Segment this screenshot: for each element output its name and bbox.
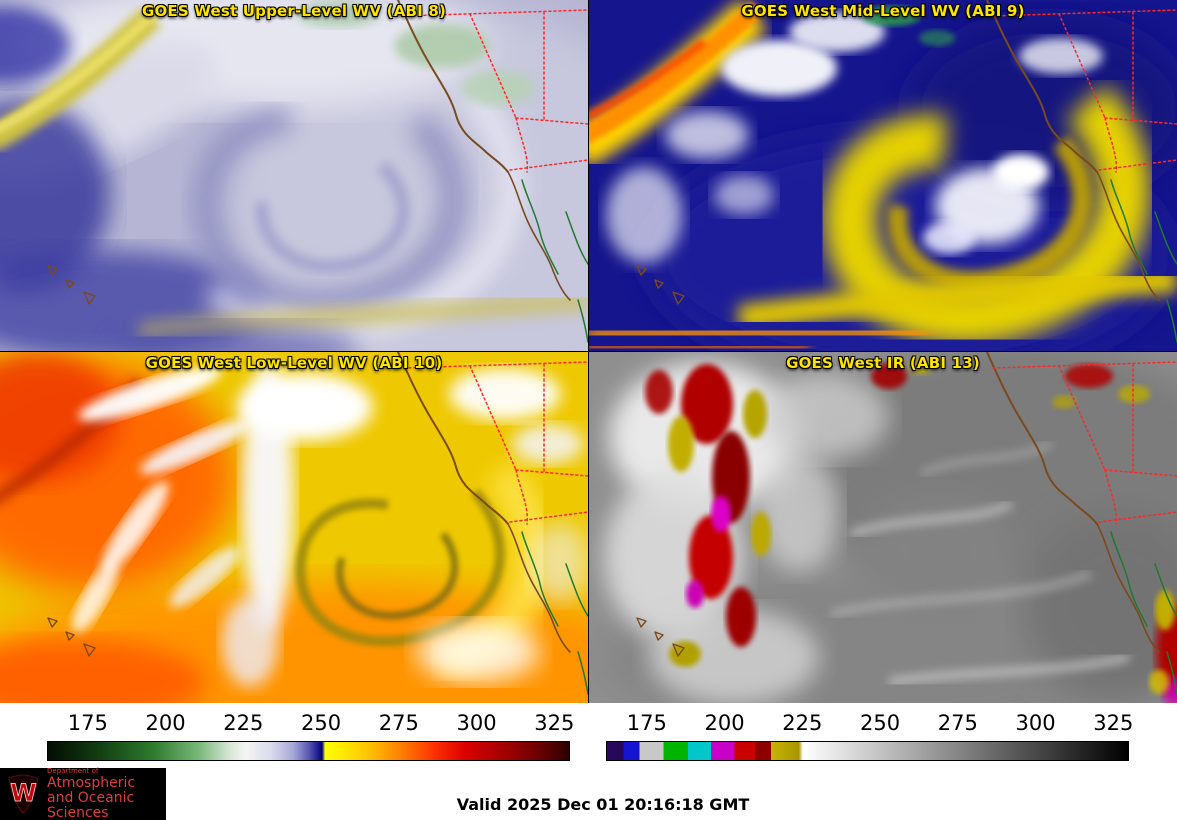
panel-abi10: GOES West Low-Level WV (ABI 10)	[0, 352, 588, 703]
satellite-image-abi9	[589, 0, 1177, 351]
satellite-image-abi8	[0, 0, 588, 351]
tick-label: 225	[223, 711, 264, 735]
logo-dept-line: Department of	[47, 766, 99, 775]
tick-label: 175	[626, 711, 667, 735]
tick-label: 200	[704, 711, 745, 735]
panel-title-abi9: GOES West Mid-Level WV (ABI 9)	[741, 2, 1025, 20]
panel-abi9: GOES West Mid-Level WV (ABI 9)	[589, 0, 1177, 351]
wv-colorbar	[47, 741, 570, 761]
ir-colorbar	[606, 741, 1129, 761]
aos-logo-text: Department of Atmospheric and Oceanic Sc…	[47, 766, 160, 820]
tick-label: 275	[937, 711, 978, 735]
panel-grid: GOES West Upper-Level WV (ABI 8)	[0, 0, 1177, 703]
ir-colorbar-ticks: 175 200 225 250 275 300 325	[606, 711, 1134, 739]
satellite-image-abi10	[0, 352, 588, 703]
tick-label: 175	[67, 711, 108, 735]
logo-line-1: Atmospheric	[47, 775, 136, 792]
tick-label: 300	[1015, 711, 1056, 735]
tick-label: 200	[145, 711, 186, 735]
temperature-scales: 175 200 225 250 275 300 325 175 200 225 250 275 300…	[0, 703, 1177, 761]
tick-label: 325	[1093, 711, 1134, 735]
panel-title-abi10: GOES West Low-Level WV (ABI 10)	[145, 354, 443, 372]
tick-label: 300	[456, 711, 497, 735]
uw-crest-icon: W	[8, 774, 39, 814]
tick-label: 275	[378, 711, 419, 735]
tick-label: 325	[534, 711, 575, 735]
logo-line-2: and Oceanic Sciences	[47, 789, 135, 820]
footer: W Department of Atmospheric and Oceanic …	[0, 764, 1177, 820]
wv-temperature-scale: 175 200 225 250 275 300 325	[0, 711, 588, 761]
wv-colorbar-ticks: 175 200 225 250 275 300 325	[47, 711, 575, 739]
panel-title-abi8: GOES West Upper-Level WV (ABI 8)	[141, 2, 447, 20]
valid-time-label: Valid 2025 Dec 01 20:16:18 GMT	[456, 795, 750, 814]
panel-title-abi13: GOES West IR (ABI 13)	[786, 354, 980, 372]
panel-abi13: GOES West IR (ABI 13)	[589, 352, 1177, 703]
ir-temperature-scale: 175 200 225 250 275 300 325	[588, 711, 1177, 761]
tick-label: 250	[860, 711, 901, 735]
panel-abi8: GOES West Upper-Level WV (ABI 8)	[0, 0, 588, 351]
svg-text:W: W	[10, 779, 36, 807]
satellite-image-abi13	[589, 352, 1177, 703]
aos-logo-link[interactable]: W Department of Atmospheric and Oceanic …	[0, 766, 166, 820]
tick-label: 250	[301, 711, 342, 735]
tick-label: 225	[782, 711, 823, 735]
